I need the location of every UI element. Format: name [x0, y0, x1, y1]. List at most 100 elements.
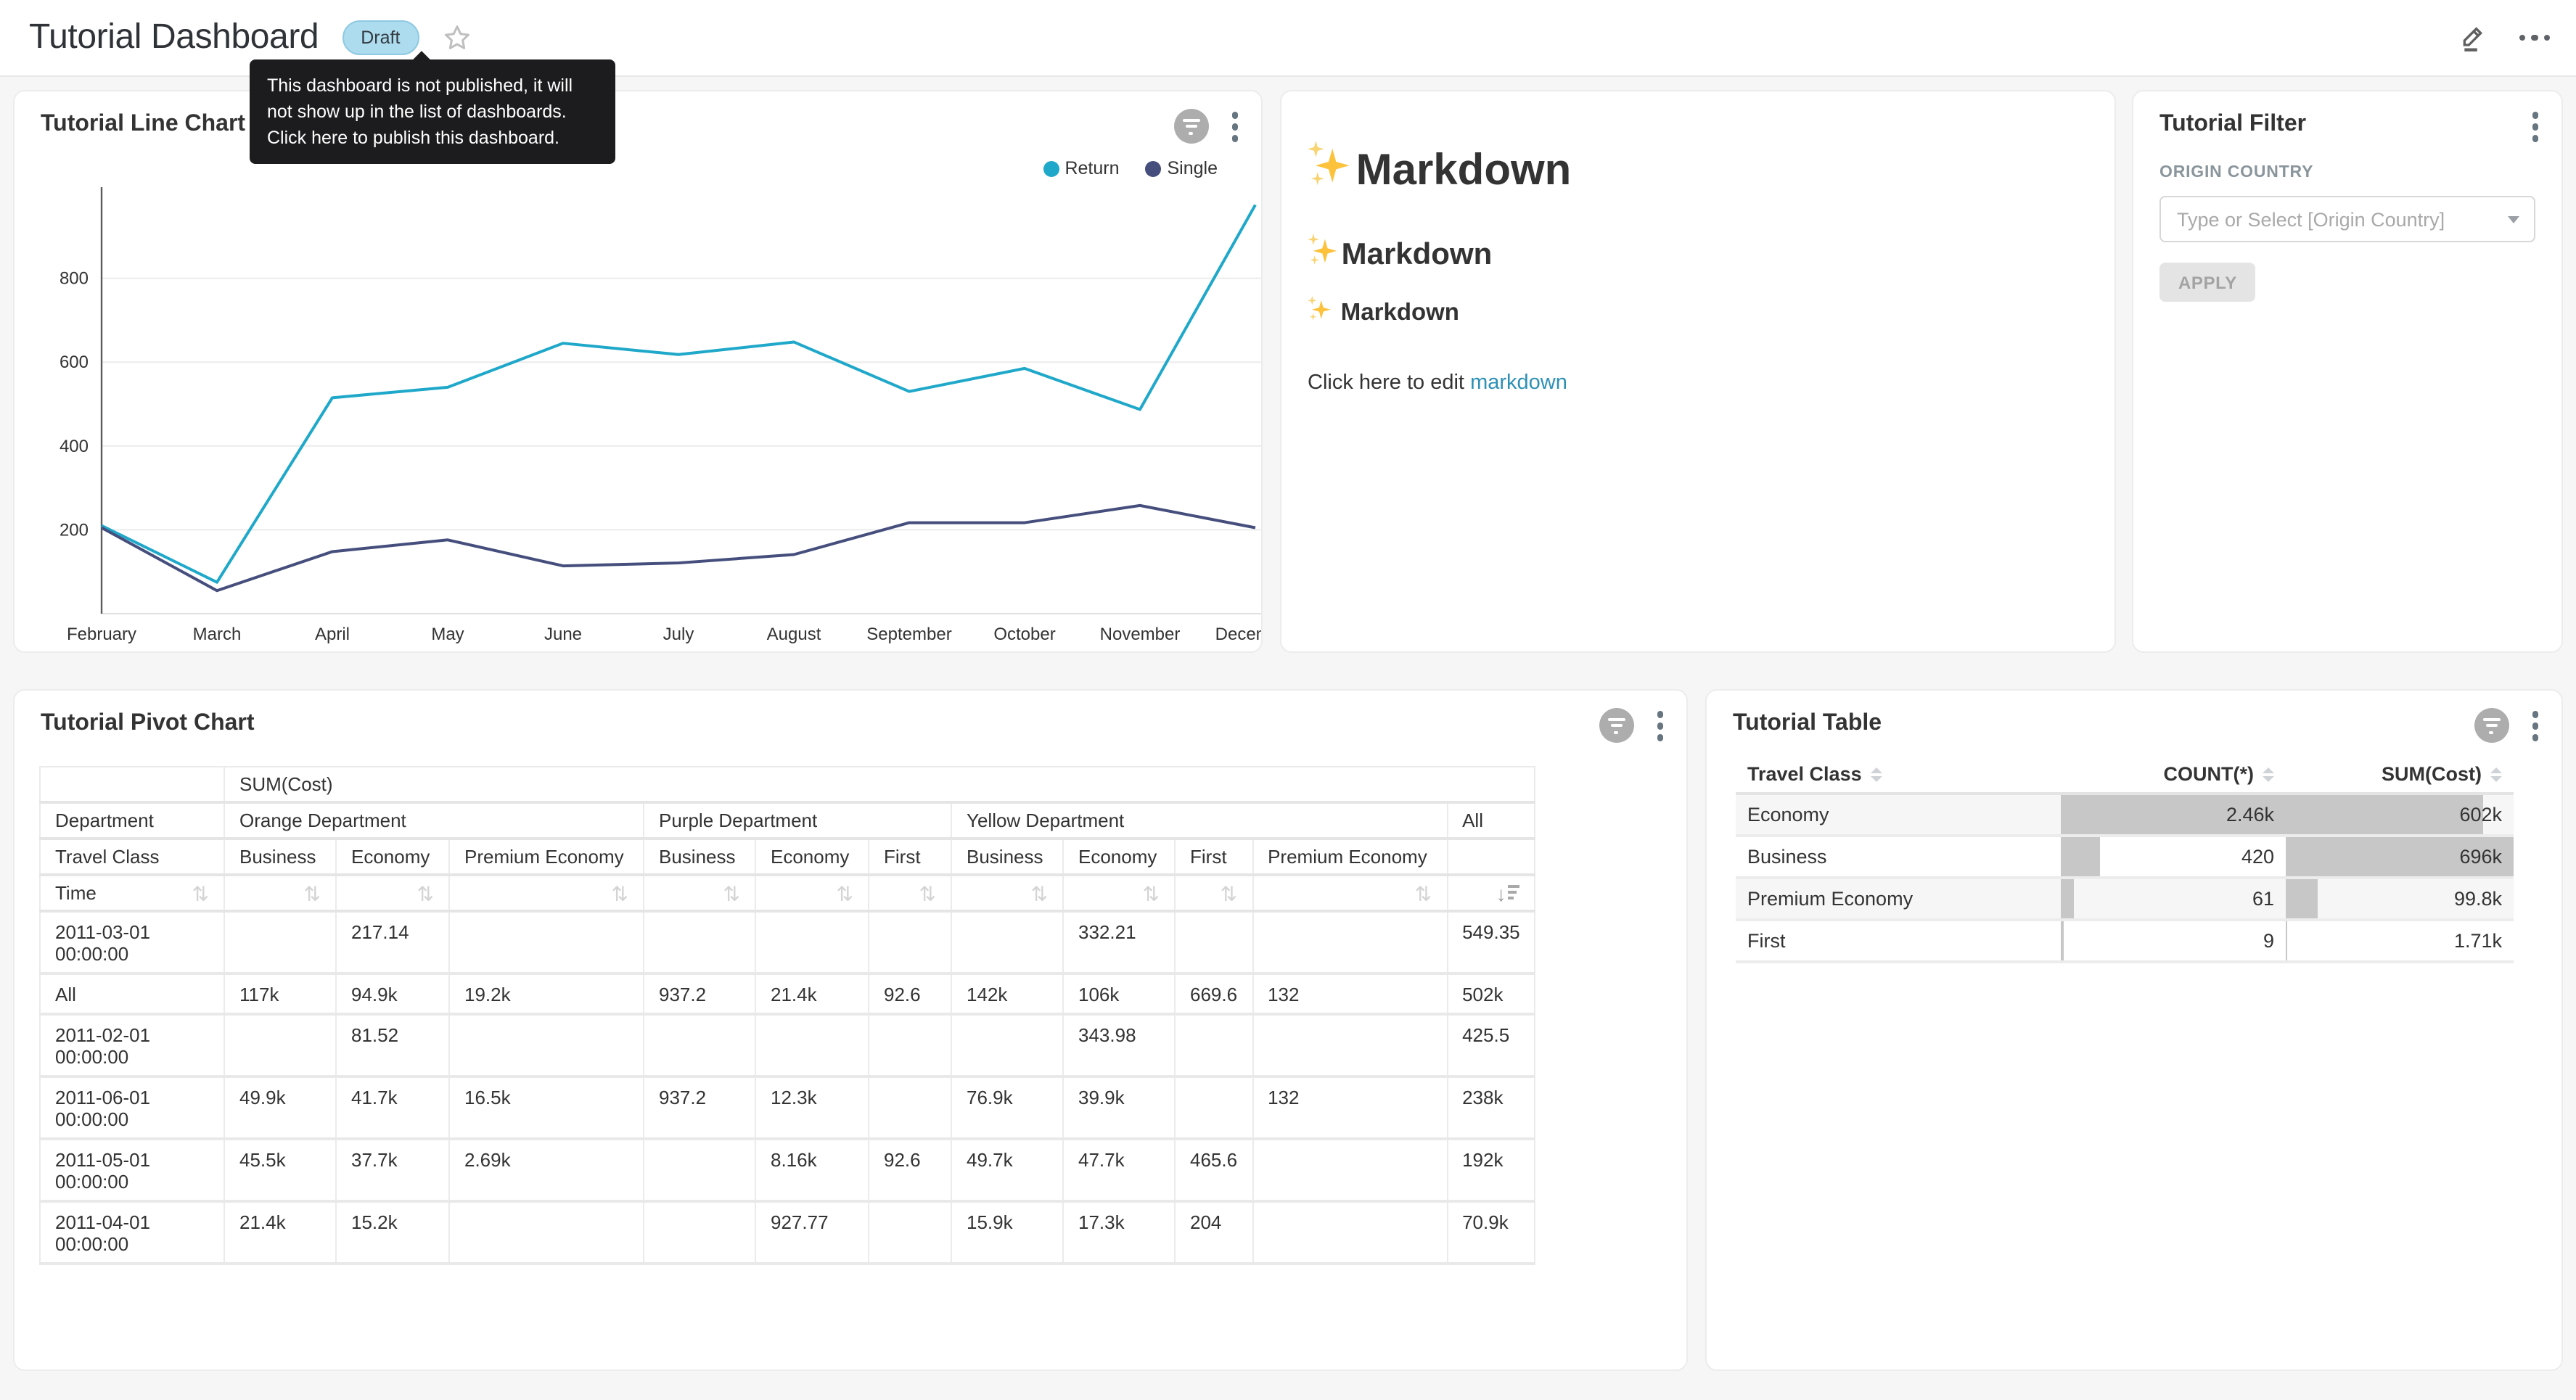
series-line-single: [102, 506, 1255, 590]
table-card-title: Tutorial Table: [1733, 711, 1882, 737]
pivot-value-cell: 15.2k: [336, 1201, 449, 1264]
markdown-footer: Click here to edit markdown: [1308, 371, 2088, 394]
pivot-corner-cell: [40, 767, 224, 802]
column-sort-icon[interactable]: [2490, 768, 2502, 783]
line-chart-title: Tutorial Line Chart: [41, 112, 245, 138]
origin-country-label: ORIGIN COUNTRY: [2159, 164, 2313, 181]
column-sort-icon[interactable]: [1871, 768, 1882, 783]
value-bar: [2286, 879, 2318, 918]
pivot-row: 2011-05-01 00:00:0045.5k37.7k2.69k8.16k9…: [40, 1139, 1535, 1201]
pivot-class-header: Premium Economy: [449, 839, 644, 875]
legend-item-return[interactable]: Return: [1043, 158, 1119, 178]
pivot-value-cell: [644, 1014, 755, 1076]
pivot-chart-card: Tutorial Pivot Chart SUM(Cost)Department…: [13, 689, 1688, 1371]
favorite-star-icon[interactable]: [442, 23, 471, 52]
travel-class-cell: Premium Economy: [1736, 878, 2061, 920]
pivot-value-cell: 927.77: [755, 1201, 869, 1264]
column-sort-icon[interactable]: [2263, 768, 2274, 783]
table-row: First91.71k: [1736, 920, 2514, 962]
sort-icon[interactable]: ⇅: [1221, 883, 1237, 903]
sort-icon[interactable]: ⇅: [1031, 883, 1048, 903]
edit-markdown-link[interactable]: markdown: [1470, 371, 1567, 394]
pivot-value-cell: 19.2k: [449, 973, 644, 1014]
applied-filters-icon[interactable]: [1599, 709, 1633, 744]
pivot-class-header: First: [1175, 839, 1252, 875]
value-bar: [2061, 921, 2064, 960]
x-tick-label: May: [431, 625, 464, 644]
chart-menu-icon[interactable]: [2529, 708, 2541, 744]
sort-desc-active-icon[interactable]: ↓: [1496, 883, 1520, 903]
dashboard-page: Tutorial Dashboard Draft This dashboard …: [0, 0, 2576, 1400]
pivot-value-cell: [1252, 1139, 1447, 1201]
pivot-sort-cell: ⇅: [1175, 875, 1252, 911]
pivot-row: 2011-06-01 00:00:0049.9k41.7k16.5k937.21…: [40, 1076, 1535, 1139]
sum_cost-cell: 1.71k: [2286, 920, 2514, 962]
more-actions-icon[interactable]: [2519, 35, 2550, 41]
filter-card-title: Tutorial Filter: [2159, 112, 2306, 138]
pivot-card-icons: [1599, 708, 1666, 744]
pivot-value-cell: [644, 1201, 755, 1264]
table-header-count[interactable]: COUNT(*): [2061, 756, 2286, 794]
pivot-value-cell: 92.6: [869, 973, 951, 1014]
chart-menu-icon[interactable]: [1654, 708, 1666, 744]
sort-icon[interactable]: ⇅: [1143, 883, 1160, 903]
legend-item-single[interactable]: Single: [1146, 158, 1218, 178]
table-row: Premium Economy6199.8k: [1736, 878, 2514, 920]
markdown-h3: Markdown: [1308, 296, 2088, 327]
series-line-return: [102, 205, 1255, 582]
table-header-label: Travel Class: [1747, 763, 1862, 785]
pivot-value-cell: 16.5k: [449, 1076, 644, 1139]
sort-icon[interactable]: ⇅: [417, 883, 434, 903]
filter-menu-icon[interactable]: [2529, 109, 2541, 144]
chart-menu-icon[interactable]: [1228, 109, 1241, 144]
apply-button[interactable]: APPLY: [2159, 263, 2256, 302]
pivot-value-cell: 94.9k: [336, 973, 449, 1014]
table-header-sum-cost[interactable]: SUM(Cost): [2286, 756, 2514, 794]
x-tick-label: October: [993, 625, 1055, 644]
sort-icon[interactable]: ⇅: [192, 883, 209, 903]
pivot-value-cell: [1252, 911, 1447, 973]
pivot-value-cell: [1252, 1201, 1447, 1264]
sparkles-icon: [1308, 234, 1340, 264]
pivot-class-header: Economy: [336, 839, 449, 875]
sort-icon[interactable]: ⇅: [919, 883, 936, 903]
pivot-value-cell: [1252, 1014, 1447, 1076]
applied-filters-icon[interactable]: [2474, 709, 2509, 744]
table-header-travel-class[interactable]: Travel Class: [1736, 756, 2061, 794]
sparkles-icon: [1308, 141, 1353, 184]
x-tick-label: February: [67, 625, 136, 644]
count-cell: 61: [2061, 878, 2286, 920]
pivot-sort-cell: ⇅: [449, 875, 644, 911]
pivot-value-cell: 937.2: [644, 1076, 755, 1139]
pivot-value-cell: [224, 911, 336, 973]
sort-icon[interactable]: ⇅: [612, 883, 628, 903]
pivot-class-header: Economy: [755, 839, 869, 875]
pivot-class-header: Premium Economy: [1252, 839, 1447, 875]
pivot-class-header: Business: [951, 839, 1063, 875]
applied-filters-icon[interactable]: [1173, 110, 1208, 144]
sum_cost-cell: 99.8k: [2286, 878, 2514, 920]
sort-icon[interactable]: ⇅: [304, 883, 321, 903]
count-cell: 420: [2061, 836, 2286, 878]
travel-class-cell: Business: [1736, 836, 2061, 878]
sort-icon[interactable]: ⇅: [837, 883, 853, 903]
pivot-row: All117k94.9k19.2k937.221.4k92.6142k106k6…: [40, 973, 1535, 1014]
edit-dashboard-icon[interactable]: [2458, 23, 2487, 52]
pivot-value-cell: 41.7k: [336, 1076, 449, 1139]
x-tick-label: April: [315, 625, 350, 644]
pivot-value-cell: 81.52: [336, 1014, 449, 1076]
value-bar: [2286, 795, 2483, 834]
pivot-value-cell: [1175, 911, 1252, 973]
pivot-value-cell: 21.4k: [224, 1201, 336, 1264]
sort-icon[interactable]: ⇅: [1415, 883, 1432, 903]
draft-status-badge[interactable]: Draft: [342, 20, 419, 56]
sort-icon[interactable]: ⇅: [723, 883, 740, 903]
pivot-dept-header: Purple Department: [644, 802, 951, 839]
pivot-sort-cell: ⇅: [336, 875, 449, 911]
origin-country-select[interactable]: Type or Select [Origin Country]: [2159, 196, 2535, 242]
pivot-value-cell: 2.69k: [449, 1139, 644, 1201]
x-tick-label: March: [193, 625, 242, 644]
pivot-value-cell: [869, 911, 951, 973]
pivot-dept-header: All: [1447, 802, 1535, 839]
line-chart-svg: 200400600800FebruaryMarchAprilMayJuneJul…: [15, 173, 1263, 653]
